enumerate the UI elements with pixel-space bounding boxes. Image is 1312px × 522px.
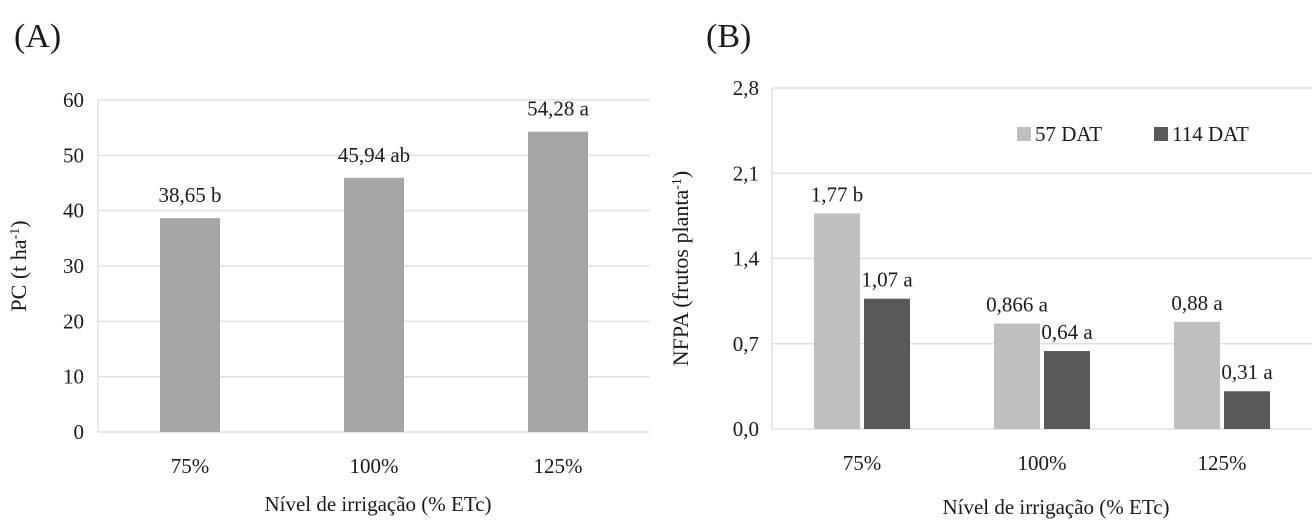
y-tick-label: 10 <box>63 365 84 389</box>
y-tick-label: 2,8 <box>733 76 759 100</box>
data-label: 45,94 ab <box>338 143 410 167</box>
y-tick-label: 2,1 <box>733 161 759 185</box>
data-label: 1,07 a <box>861 268 913 292</box>
x-tick-label: 75% <box>843 451 882 475</box>
bar <box>160 218 220 432</box>
legend-swatch <box>1017 127 1031 141</box>
chart-panel-b: (B) 0,0 0,7 1,4 2,1 2,8 1,77 b 1,07 a 75% 0,866 … <box>656 0 1312 522</box>
y-tick-label: 0,0 <box>733 417 759 441</box>
y-axis-label: PC (t ha-1) <box>6 220 31 311</box>
data-label: 0,64 a <box>1041 320 1093 344</box>
y-tick-label: 0 <box>74 420 85 444</box>
x-tick-label: 125% <box>534 454 583 478</box>
chart-panel-a: (A) 0 10 20 30 40 50 60 38,65 b 75% 45,94 ab 100% 5… <box>6 18 650 516</box>
bar-114-dat <box>864 298 910 429</box>
bar <box>344 177 404 432</box>
panel-label-b: (B) <box>706 18 752 55</box>
legend-swatch <box>1154 127 1168 141</box>
y-tick-label: 30 <box>63 254 84 278</box>
bar-57-dat <box>994 323 1040 429</box>
y-tick-label: 60 <box>63 88 84 112</box>
x-tick-label: 100% <box>1018 451 1067 475</box>
data-label: 54,28 a <box>527 97 590 121</box>
y-tick-label: 1,4 <box>733 247 760 271</box>
x-tick-label: 75% <box>171 454 210 478</box>
data-label: 1,77 b <box>811 182 864 206</box>
data-label: 0,31 a <box>1221 360 1273 384</box>
y-tick-label: 50 <box>63 143 84 167</box>
bar <box>528 131 588 432</box>
y-tick-label: 20 <box>63 309 84 333</box>
chart-b-svg: 0,0 0,7 1,4 2,1 2,8 1,77 b 1,07 a 75% 0,866 a 0,6… <box>668 76 1312 519</box>
legend-item-114-dat: 114 DAT <box>1154 122 1249 146</box>
legend-label: 114 DAT <box>1172 122 1249 146</box>
bar-114-dat <box>1044 351 1090 429</box>
data-label: 0,866 a <box>986 293 1049 317</box>
legend-item-57-dat: 57 DAT <box>1017 122 1102 146</box>
data-label: 38,65 b <box>159 183 222 207</box>
x-axis-label: Nível de irrigação (% ETc) <box>942 495 1169 519</box>
legend-label: 57 DAT <box>1035 122 1102 146</box>
x-axis-label: Nível de irrigação (% ETc) <box>264 492 491 516</box>
y-tick-label: 0,7 <box>733 332 759 356</box>
y-tick-label: 40 <box>63 199 84 223</box>
y-axis-label: NFPA (frutos planta-1) <box>668 171 693 366</box>
x-tick-label: 125% <box>1198 451 1247 475</box>
x-tick-label: 100% <box>350 454 399 478</box>
bar-114-dat <box>1224 391 1270 429</box>
bar-57-dat <box>1174 321 1220 429</box>
chart-a-svg: 0 10 20 30 40 50 60 38,65 b 75% 45,94 ab 100% 54,28… <box>6 88 650 516</box>
panel-label-a: (A) <box>14 18 62 55</box>
data-label: 0,88 a <box>1171 291 1223 315</box>
bar-57-dat <box>814 213 860 429</box>
